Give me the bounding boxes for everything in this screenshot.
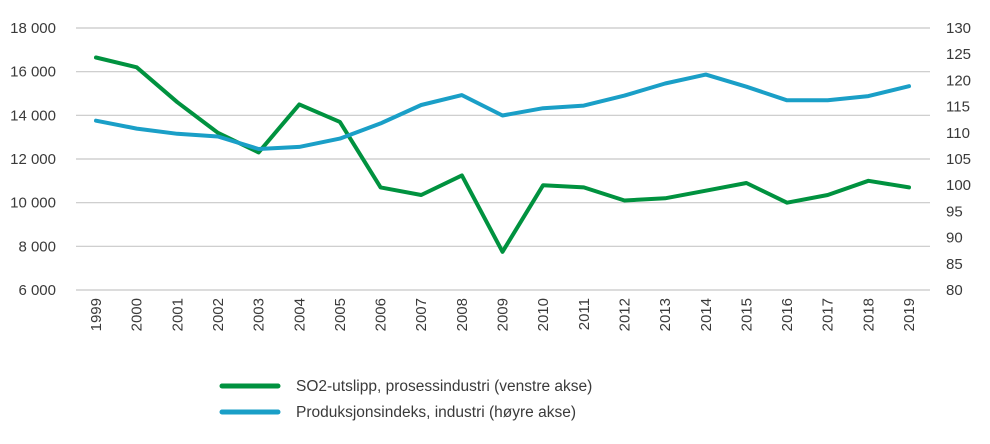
left-tick-label: 14 000 xyxy=(10,107,56,124)
left-y-axis: 6 000 8 000 10 000 12 000 14 000 16 000 18 000 xyxy=(10,20,56,299)
x-tick-label: 2014 xyxy=(698,298,715,331)
legend-label: SO2-utslipp, prosessindustri (venstre ak… xyxy=(296,378,592,395)
x-tick-label: 2002 xyxy=(210,298,227,331)
x-tick-label: 2000 xyxy=(129,298,146,331)
right-tick-label: 90 xyxy=(946,230,963,247)
right-tick-label: 80 xyxy=(946,282,963,299)
right-tick-label: 100 xyxy=(946,177,971,194)
right-y-axis: 80 85 90 95 100 105 110 115 120 125 130 xyxy=(946,20,971,299)
x-tick-label: 2007 xyxy=(413,298,430,331)
right-tick-label: 110 xyxy=(946,125,970,142)
left-tick-label: 12 000 xyxy=(10,151,56,168)
x-tick-label: 1999 xyxy=(88,298,105,331)
legend: SO2-utslipp, prosessindustri (venstre ak… xyxy=(219,378,592,421)
series-line-1 xyxy=(94,55,911,254)
right-tick-label: 115 xyxy=(946,99,970,116)
x-tick-label: 2016 xyxy=(779,298,796,331)
right-tick-label: 105 xyxy=(946,151,971,168)
legend-label: Produksjonsindeks, industri (høyre akse) xyxy=(296,404,576,421)
x-tick-label: 2009 xyxy=(495,298,512,331)
x-axis: 1999 2000 2001 2002 2003 2004 2005 2006 2007 2008… xyxy=(88,298,918,331)
x-tick-label: 2011 xyxy=(576,298,593,330)
x-tick-label: 2006 xyxy=(373,298,390,331)
x-tick-label: 2015 xyxy=(738,298,755,331)
right-tick-label: 85 xyxy=(946,256,963,273)
x-tick-label: 2019 xyxy=(901,298,918,331)
x-tick-label: 2003 xyxy=(251,298,268,331)
right-tick-label: 125 xyxy=(946,46,971,63)
series-layer xyxy=(94,55,911,254)
x-tick-label: 2017 xyxy=(820,298,837,331)
left-tick-label: 8 000 xyxy=(18,238,56,255)
series-line-2 xyxy=(94,72,911,151)
left-tick-label: 10 000 xyxy=(10,195,56,212)
x-tick-label: 2012 xyxy=(616,298,633,331)
x-tick-label: 2005 xyxy=(332,298,349,331)
left-tick-label: 6 000 xyxy=(18,282,56,299)
right-tick-label: 95 xyxy=(946,203,963,220)
x-tick-label: 2013 xyxy=(657,298,674,331)
right-tick-label: 130 xyxy=(946,20,971,37)
x-tick-label: 2010 xyxy=(535,298,552,331)
x-tick-label: 2004 xyxy=(291,298,308,331)
x-tick-label: 2001 xyxy=(169,298,186,331)
x-tick-label: 2018 xyxy=(860,298,877,331)
right-tick-label: 120 xyxy=(946,72,971,89)
left-tick-label: 18 000 xyxy=(10,20,56,37)
left-tick-label: 16 000 xyxy=(10,64,56,81)
x-tick-label: 2008 xyxy=(454,298,471,331)
